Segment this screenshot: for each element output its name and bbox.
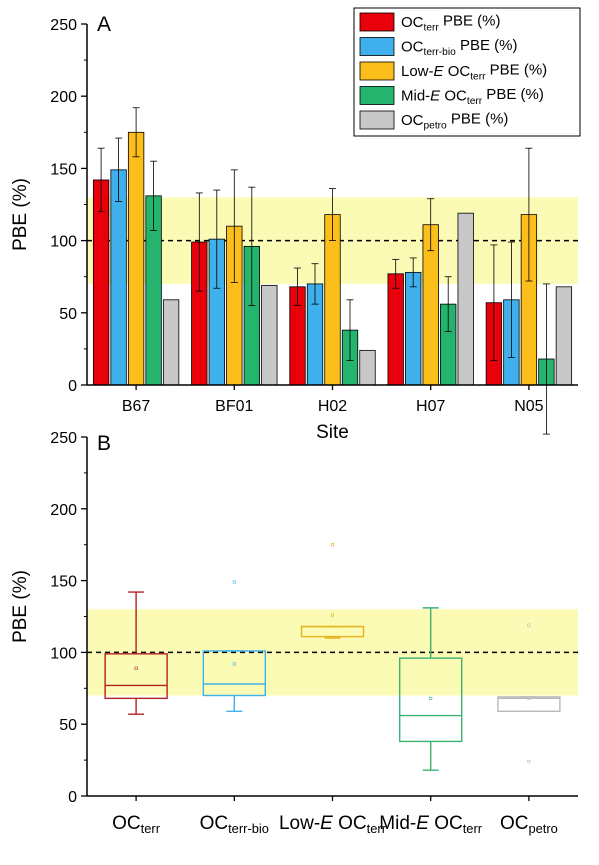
y-tick-label-b-50: 50 [59,717,77,734]
y-tick-label-a-150: 150 [50,161,77,178]
legend-swatch-terrbio [359,37,395,56]
box-4-mean [527,696,531,700]
box-0-iqr [104,653,168,700]
legend-label-lowE: Low-E OCterr PBE (%) [401,61,547,82]
y-tick-label-b-250: 250 [50,430,77,447]
y-tick-label-a-0: 0 [68,378,77,395]
y-axis-title-a: PBE (%) [10,178,31,251]
box-4-outlier-0 [527,623,531,627]
box-3-category-label: Mid-E OCterr [379,813,482,836]
bar-petro-H07 [457,212,474,386]
box-1-category-label: OCterr-bio [200,813,269,836]
y-tick-label-a-250: 250 [50,17,77,34]
legend-swatch-midE [359,86,395,105]
box-3-iqr [399,657,463,743]
y-tick-label-a-100: 100 [50,234,77,251]
box-1-iqr [202,650,267,697]
box-0-category-label: OCterr [112,813,161,836]
panel-letter-b: B [97,432,111,455]
box-4-category-label: OCpetro [500,813,558,836]
box-3-mean [429,696,433,700]
x-tick-label-H07: H07 [416,398,445,415]
legend-swatch-petro [359,110,395,130]
box-1-outlier-0 [232,580,236,584]
legend-swatch-lowE [359,61,395,81]
legend-label-petro: OCpetro PBE (%) [401,110,508,131]
x-tick-label-H02: H02 [318,398,347,415]
legend-swatch-terr [359,12,395,32]
bar-terr-H07 [387,273,404,386]
panel-letter-a: A [97,13,111,36]
box-2-category-label: Low-E OCterr [279,813,387,836]
y-axis-title-b: PBE (%) [10,570,31,643]
box-4-outlier-1 [527,760,531,764]
box-1-mean [232,662,236,666]
box-4-iqr [497,696,561,712]
x-axis-title-a: Site [316,422,349,443]
x-tick-label-B67: B67 [122,398,151,415]
bar-terrbio-H07 [405,271,422,386]
box-2-mean [330,613,334,617]
y-tick-label-a-200: 200 [50,89,77,106]
y-tick-label-b-0: 0 [68,789,77,806]
y-tick-label-b-150: 150 [50,574,77,591]
box-0-mean [134,666,138,670]
bar-petro-N05 [555,286,573,386]
x-tick-label-N05: N05 [514,398,543,415]
y-tick-label-b-200: 200 [50,502,77,519]
legend-label-midE: Mid-E OCterr PBE (%) [401,86,544,107]
y-tick-label-b-100: 100 [50,645,77,662]
bar-petro-BF01 [261,284,278,386]
x-tick-label-BF01: BF01 [215,398,253,415]
bar-terrbio-B67 [110,169,127,386]
panel-a: B67 BF01 H02 H07 N05 0 50 100 150 200 250 PBE (%) Si… [10,7,581,443]
y-tick-label-a-50: 50 [59,306,77,323]
legend-label-terrbio: OCterr-bio PBE (%) [401,37,517,58]
bar-petro-B67 [162,299,180,386]
bar-petro-H02 [359,349,376,386]
legend-label-terr: OCterr PBE (%) [401,12,500,33]
bar-lowE-B67 [127,131,145,386]
box-2-outlier-0 [330,543,334,547]
